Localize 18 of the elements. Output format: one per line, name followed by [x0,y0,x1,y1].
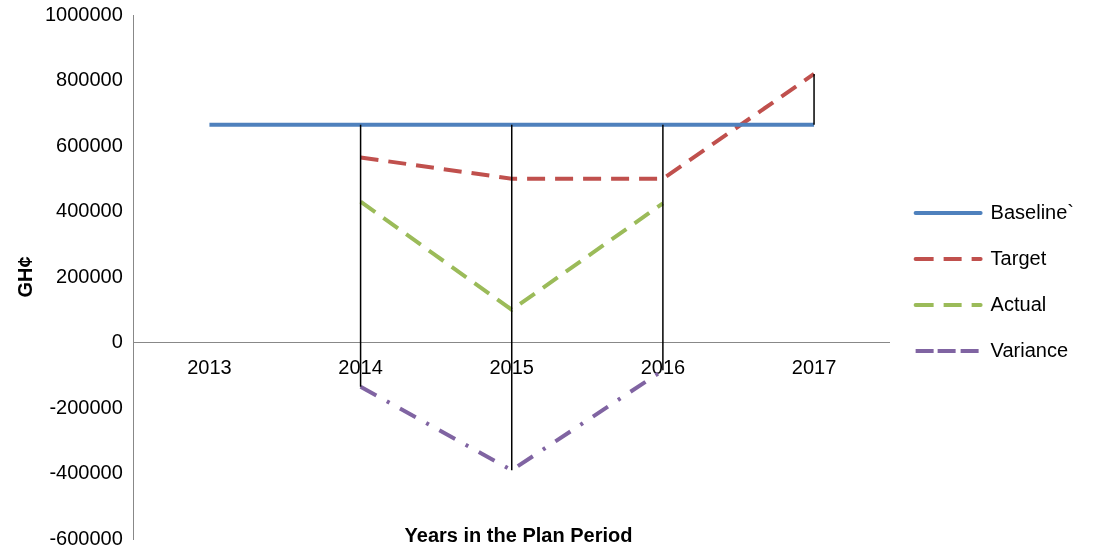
x-tick-label: 2017 [791,356,837,379]
x-axis-title: Years in the Plan Period [403,524,634,547]
y-tick-label: -600000 [49,526,123,549]
x-tick-label: 2013 [187,356,232,379]
y-tick-label: 800000 [56,68,123,91]
y-tick-label: 1000000 [44,2,123,25]
y-axis-title: GH¢ [13,256,36,298]
x-tick-label: 2016 [640,356,686,379]
y-tick-label: 0 [111,330,123,353]
y-tick-label: -400000 [49,461,123,484]
legend-label: Variance [990,338,1069,361]
y-tick-label: -200000 [49,395,123,418]
y-tick-label: 200000 [56,264,123,287]
y-tick-label: 600000 [56,133,123,156]
y-tick-label: 400000 [56,199,123,222]
legend-label: Baseline` [990,200,1075,223]
legend-label: Target [990,246,1047,269]
legend-label: Actual [990,292,1047,315]
